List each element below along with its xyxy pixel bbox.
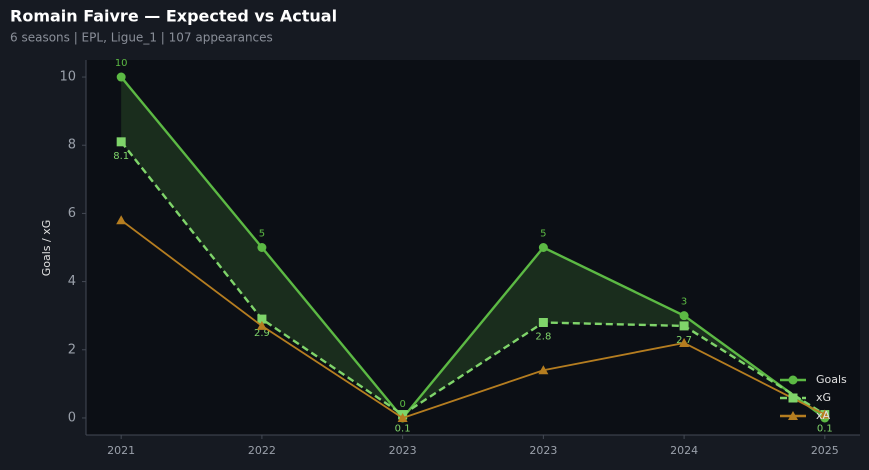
point	[538, 365, 549, 375]
value-label: 8.1	[113, 151, 129, 162]
value-label: 0.1	[395, 424, 411, 435]
value-label: 5	[259, 229, 265, 240]
y-tick-label: 8	[68, 138, 76, 153]
value-label: 5	[540, 229, 546, 240]
y-tick-label: 6	[68, 206, 76, 221]
point	[257, 243, 267, 252]
point	[538, 243, 548, 252]
gap-area	[121, 77, 825, 418]
y-tick-label: 4	[68, 274, 76, 289]
point	[788, 375, 798, 385]
value-label: 3	[681, 297, 687, 308]
value-label: 10	[115, 58, 128, 69]
point	[538, 318, 548, 327]
point	[788, 393, 798, 403]
y-axis-label: Goals / xG	[40, 220, 53, 277]
value-label: 2.9	[254, 328, 270, 339]
point	[116, 215, 127, 225]
y-tick-label: 10	[59, 70, 76, 85]
point	[819, 409, 830, 419]
point	[257, 314, 267, 324]
legend-label: xG	[816, 391, 831, 404]
line	[120, 76, 826, 420]
x-tick-label: 2023	[529, 444, 557, 457]
point	[679, 321, 689, 331]
point	[397, 412, 408, 422]
point	[256, 320, 267, 330]
point	[116, 72, 126, 82]
y-tick-label: 0	[68, 410, 76, 425]
chart-title: Romain Faivre — Expected vs Actual	[10, 7, 337, 26]
point	[788, 411, 798, 420]
x-tick-label: 2025	[811, 444, 839, 457]
legend-label: xA	[816, 409, 831, 422]
x-tick-label: 2022	[248, 444, 276, 457]
chart-subtitle: 6 seasons | EPL, Ligue_1 | 107 appearanc…	[10, 31, 273, 45]
point	[679, 311, 689, 321]
line	[120, 141, 826, 416]
point	[679, 337, 690, 347]
value-label: 2.8	[535, 332, 551, 343]
plot-area	[86, 60, 860, 435]
point	[116, 137, 126, 147]
legend-label: Goals	[816, 373, 847, 386]
value-label: 0.1	[817, 424, 833, 435]
x-tick-label: 2024	[670, 444, 698, 457]
y-tick-label: 2	[68, 342, 76, 357]
value-label: 0	[399, 399, 405, 410]
x-tick-label: 2021	[107, 444, 135, 457]
x-tick-label: 2023	[389, 444, 417, 457]
line	[120, 219, 826, 419]
